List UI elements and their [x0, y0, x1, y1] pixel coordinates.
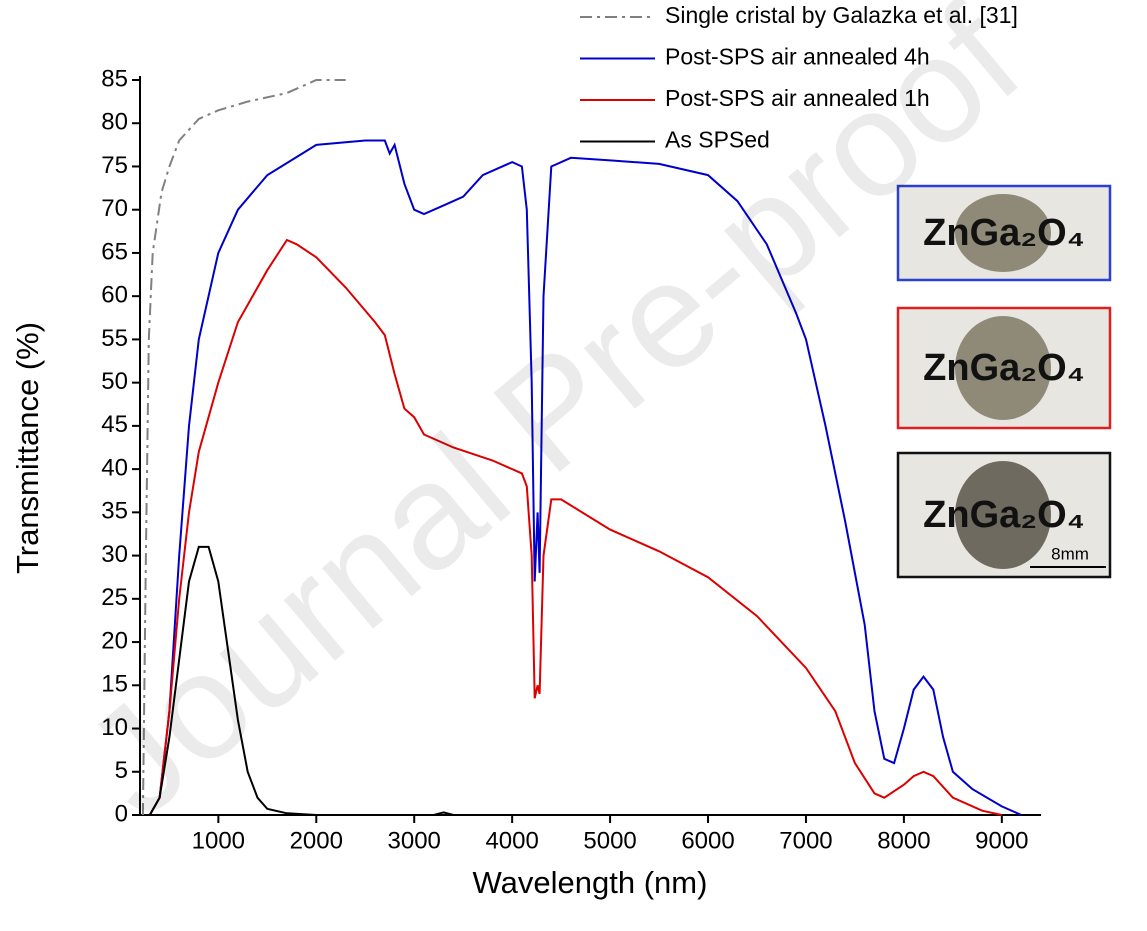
sample-disk — [955, 194, 1051, 272]
legend-label: Post-SPS air annealed 4h — [665, 44, 930, 70]
y-tick-label: 80 — [101, 109, 128, 136]
series-line — [148, 545, 513, 816]
sample-disk — [955, 461, 1051, 569]
x-tick-label: 9000 — [975, 827, 1028, 854]
x-tick-label: 1000 — [192, 827, 245, 854]
sample-disk — [955, 316, 1051, 420]
x-tick-label: 5000 — [583, 827, 636, 854]
y-tick-label: 65 — [101, 238, 128, 265]
x-tick-label: 2000 — [290, 827, 343, 854]
y-tick-label: 40 — [101, 454, 128, 481]
x-axis-label: Wavelength (nm) — [473, 865, 708, 900]
photo-label: ZnGa₂O₄ — [923, 212, 1085, 254]
x-tick-label: 8000 — [877, 827, 930, 854]
x-tick-label: 3000 — [388, 827, 441, 854]
y-tick-label: 0 — [115, 800, 128, 827]
x-tick-label: 6000 — [681, 827, 734, 854]
y-tick-label: 5 — [115, 757, 128, 784]
photo-label: ZnGa₂O₄ — [923, 494, 1085, 536]
y-tick-label: 45 — [101, 411, 128, 438]
x-tick-label: 7000 — [779, 827, 832, 854]
y-tick-label: 20 — [101, 627, 128, 654]
series-line — [148, 139, 1022, 816]
series-line — [141, 79, 346, 816]
photo-label: ZnGa₂O₄ — [923, 347, 1085, 389]
y-tick-label: 60 — [101, 282, 128, 309]
legend-label: Post-SPS air annealed 1h — [665, 85, 930, 111]
y-axis-label: Transmittance (%) — [10, 322, 45, 574]
y-tick-label: 35 — [101, 498, 128, 525]
scale-label: 8mm — [1051, 544, 1089, 563]
y-tick-label: 50 — [101, 368, 128, 395]
y-tick-label: 70 — [101, 195, 128, 222]
legend-label: Single cristal by Galazka et al. [31] — [665, 2, 1018, 28]
y-tick-label: 55 — [101, 325, 128, 352]
series-line — [148, 238, 1003, 816]
x-tick-label: 4000 — [485, 827, 538, 854]
y-tick-label: 85 — [101, 65, 128, 92]
y-tick-label: 75 — [101, 152, 128, 179]
y-tick-label: 10 — [101, 714, 128, 741]
y-tick-label: 30 — [101, 541, 128, 568]
legend-label: As SPSed — [665, 127, 770, 153]
y-tick-label: 15 — [101, 671, 128, 698]
y-tick-label: 25 — [101, 584, 128, 611]
